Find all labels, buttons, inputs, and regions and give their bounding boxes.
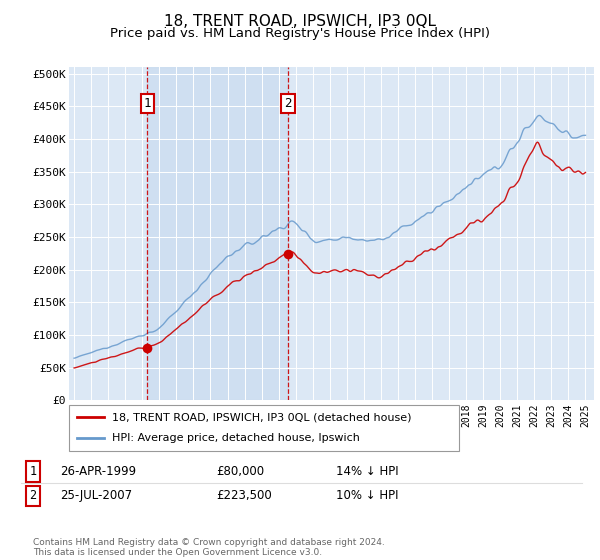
Text: 1: 1 — [29, 465, 37, 478]
Bar — [148, 67, 288, 400]
Text: 26-APR-1999: 26-APR-1999 — [60, 465, 136, 478]
Text: 14% ↓ HPI: 14% ↓ HPI — [336, 465, 398, 478]
Text: 2: 2 — [284, 97, 292, 110]
Text: £223,500: £223,500 — [216, 489, 272, 502]
Text: £80,000: £80,000 — [216, 465, 264, 478]
Text: Contains HM Land Registry data © Crown copyright and database right 2024.
This d: Contains HM Land Registry data © Crown c… — [33, 538, 385, 557]
Text: 18, TRENT ROAD, IPSWICH, IP3 0QL (detached house): 18, TRENT ROAD, IPSWICH, IP3 0QL (detach… — [112, 412, 412, 422]
Text: 25-JUL-2007: 25-JUL-2007 — [60, 489, 132, 502]
Text: 1: 1 — [143, 97, 151, 110]
Text: 10% ↓ HPI: 10% ↓ HPI — [336, 489, 398, 502]
Text: 2: 2 — [29, 489, 37, 502]
Text: HPI: Average price, detached house, Ipswich: HPI: Average price, detached house, Ipsw… — [112, 433, 360, 444]
Text: Price paid vs. HM Land Registry's House Price Index (HPI): Price paid vs. HM Land Registry's House … — [110, 27, 490, 40]
Text: 18, TRENT ROAD, IPSWICH, IP3 0QL: 18, TRENT ROAD, IPSWICH, IP3 0QL — [164, 14, 436, 29]
